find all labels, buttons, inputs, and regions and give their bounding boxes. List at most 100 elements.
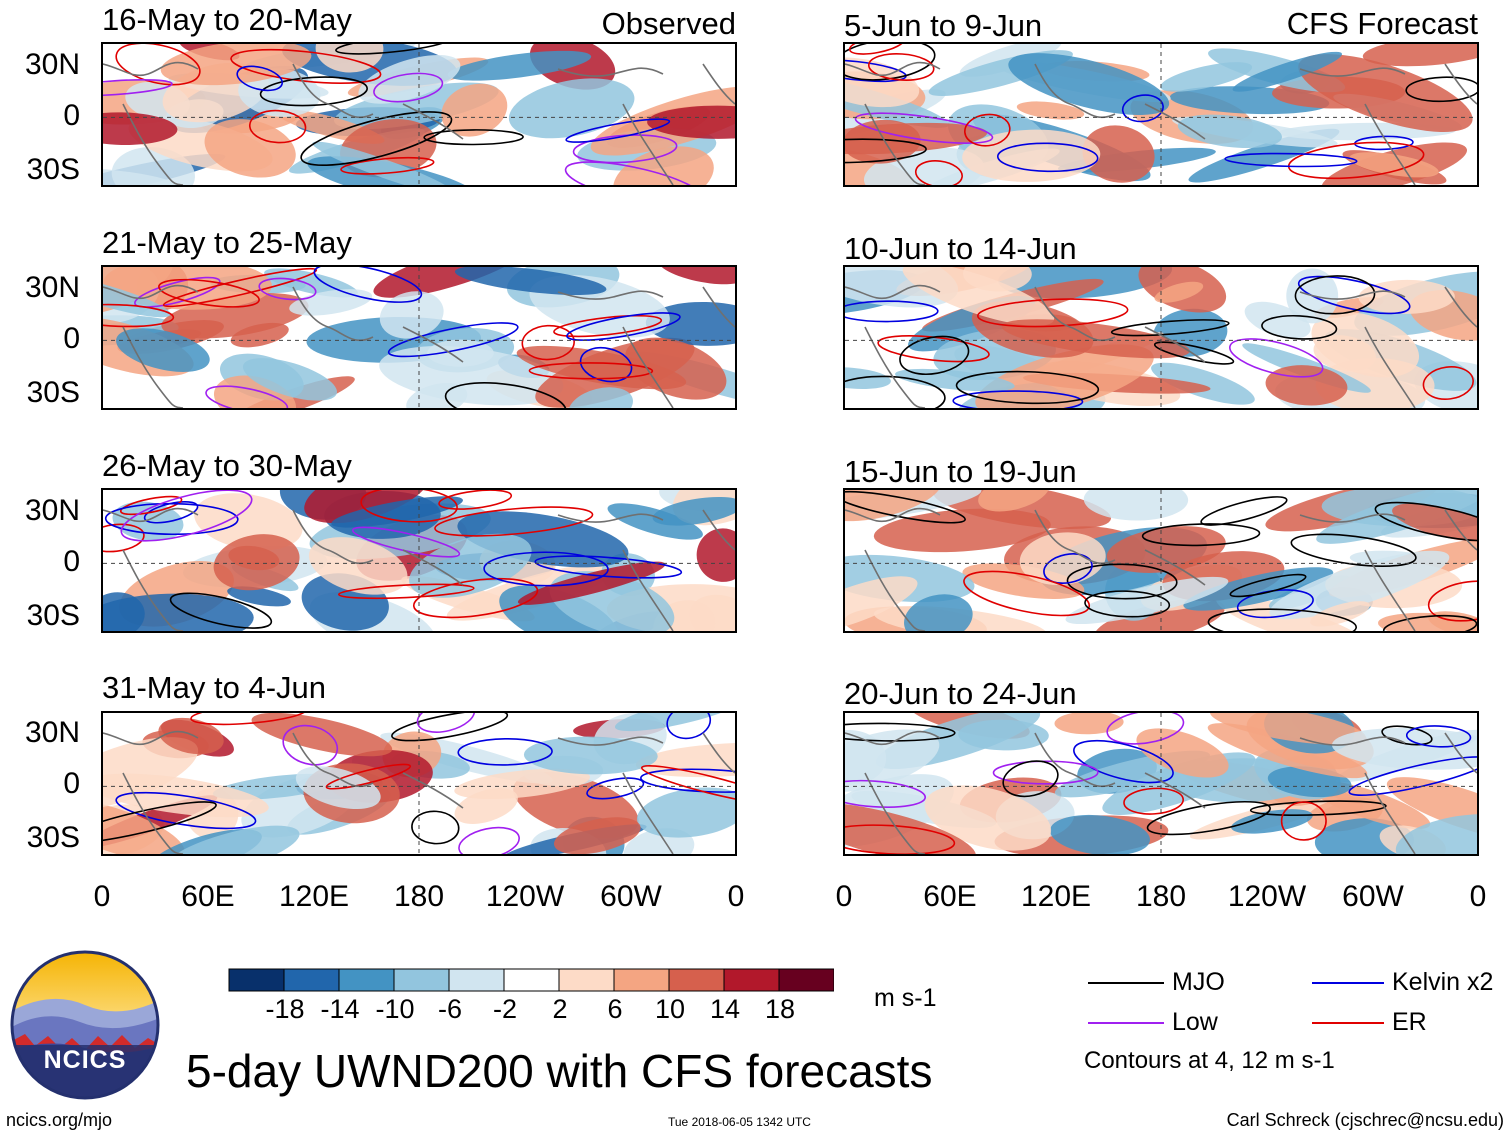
forecast-panel-2-title: 10-Jun to 14-Jun xyxy=(844,231,1077,266)
anomaly-blob xyxy=(696,528,735,582)
colorbar-tick: -10 xyxy=(375,994,415,1024)
coastline xyxy=(103,284,735,408)
wave-contour xyxy=(1381,725,1433,746)
anomaly-blob xyxy=(962,129,1101,182)
anomaly-blob xyxy=(613,146,714,185)
forecast-panel-2-map xyxy=(843,265,1479,410)
anomaly-blob xyxy=(845,490,942,522)
wave-contour xyxy=(848,44,906,55)
anomaly-blob xyxy=(845,122,988,155)
wave-contour xyxy=(1405,76,1477,103)
wave-contour xyxy=(259,76,368,107)
footer-url[interactable]: ncics.org/mjo xyxy=(6,1110,113,1130)
anomaly-blob xyxy=(289,289,373,316)
anomaly-blob xyxy=(902,267,1055,326)
uwnd-field xyxy=(103,267,735,408)
wave-contour xyxy=(230,48,382,84)
legend-low-label: Low xyxy=(1172,1008,1218,1036)
forecast-panel-4-title: 20-Jun to 24-Jun xyxy=(844,676,1077,711)
wave-contour xyxy=(666,713,712,740)
wave-contour xyxy=(373,72,444,103)
forecast-header: CFS Forecast xyxy=(1286,6,1478,41)
anomaly-blob xyxy=(441,83,508,137)
lon-label-0: 0 xyxy=(93,880,111,913)
wave-contour xyxy=(1123,787,1184,815)
wave-contour xyxy=(104,502,239,536)
anomaly-blob xyxy=(975,344,1154,408)
anomaly-blob xyxy=(447,50,592,81)
wave-contour xyxy=(992,760,1099,785)
lon-label-120e: 120E xyxy=(1020,880,1092,913)
colorbar-swatch xyxy=(338,968,395,992)
uwnd-field xyxy=(845,490,1477,631)
wave-contour xyxy=(899,335,970,375)
anomaly-blob xyxy=(1151,362,1255,405)
wave-contour xyxy=(169,592,273,629)
wave-contour xyxy=(996,142,1099,173)
forecast-panel-1-title: 5-Jun to 9-Jun xyxy=(844,8,1043,43)
lon-label-120w: 120W xyxy=(485,880,565,913)
observed-panel-4-title: 31-May to 4-Jun xyxy=(102,670,326,705)
wave-contour xyxy=(1121,94,1164,123)
colorbar-tick: -18 xyxy=(265,994,305,1024)
legend-low-line xyxy=(1088,1022,1164,1024)
wave-contour xyxy=(964,113,1011,147)
anomaly-blob xyxy=(111,147,195,185)
anomaly-blob xyxy=(625,337,727,400)
wave-contour xyxy=(103,523,145,553)
colorbar-swatch xyxy=(283,968,340,992)
anomaly-blob xyxy=(1065,576,1229,625)
observed-panel-2-title: 21-May to 25-May xyxy=(102,225,352,260)
wave-contour xyxy=(335,44,451,55)
wave-contour xyxy=(416,713,476,733)
wave-contour xyxy=(337,583,475,600)
anomaly-blob xyxy=(614,713,735,732)
wave-contour xyxy=(565,118,671,143)
lon-label-0: 0 xyxy=(727,880,745,913)
wave-contour xyxy=(340,156,435,175)
lon-label-180: 180 xyxy=(1135,880,1187,913)
anomaly-blob xyxy=(554,817,641,854)
lat-label-30n: 30N xyxy=(24,494,80,527)
wave-contour xyxy=(248,109,307,144)
wave-contour xyxy=(438,490,513,510)
wave-contour xyxy=(854,112,994,144)
anomaly-blob xyxy=(1269,550,1450,620)
anomaly-blob xyxy=(160,44,312,86)
anomaly-blob xyxy=(227,586,291,607)
anomaly-blob xyxy=(358,54,461,104)
anomaly-blob xyxy=(1183,567,1334,611)
colorbar-tick: 2 xyxy=(552,994,568,1024)
wave-contour xyxy=(566,312,681,341)
anomaly-blob xyxy=(454,267,607,295)
lon-label-60w: 60W xyxy=(1342,880,1404,913)
anomaly-blob xyxy=(845,267,959,308)
wave-contour xyxy=(387,322,519,358)
anomaly-blob xyxy=(308,537,408,595)
wave-contour xyxy=(963,570,1091,617)
wave-contour xyxy=(115,791,257,830)
wave-contour xyxy=(845,722,956,742)
wave-contour xyxy=(1146,800,1271,836)
colorbar-swatch xyxy=(228,968,285,992)
colorbar-tick: -2 xyxy=(492,994,517,1024)
lat-label-30s: 30S xyxy=(26,376,80,409)
wave-contour xyxy=(1073,739,1174,784)
wave-contour xyxy=(444,382,567,408)
wave-contour xyxy=(1422,366,1474,400)
uwnd-field xyxy=(845,44,1477,185)
anomaly-blob xyxy=(204,119,296,178)
lon-label-180: 180 xyxy=(393,880,445,913)
colorbar-tick: 10 xyxy=(654,994,686,1024)
colorbar-units: m s-1 xyxy=(874,984,937,1012)
wave-contour xyxy=(521,324,575,361)
anomaly-blob xyxy=(304,490,431,524)
wave-contour xyxy=(1290,533,1417,567)
lat-label-eq: 0 xyxy=(63,99,80,132)
legend-er-line xyxy=(1312,1022,1384,1024)
ncics-logo: NCICS xyxy=(10,950,160,1100)
anomaly-blob xyxy=(845,729,940,792)
anomaly-blob xyxy=(508,78,635,139)
wave-contour xyxy=(1382,614,1477,631)
anomaly-blob xyxy=(1054,713,1124,735)
